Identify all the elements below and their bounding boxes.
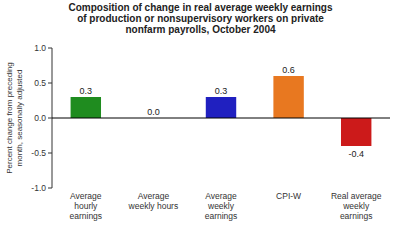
- y-tick: [48, 188, 52, 189]
- data-label: 0.6: [282, 65, 295, 75]
- x-tick-label: Averagehourlyearnings: [69, 191, 102, 221]
- data-label: -0.4: [348, 149, 364, 159]
- chart: Composition of change in real average we…: [0, 0, 401, 238]
- bar: [71, 97, 101, 118]
- data-label: 0.3: [80, 86, 93, 96]
- y-tick: [48, 83, 52, 84]
- y-tick: [48, 48, 52, 49]
- y-tick: [48, 153, 52, 154]
- bar: [206, 97, 236, 118]
- zero-line: [52, 118, 390, 119]
- y-tick-label: -1.0: [31, 183, 46, 193]
- x-tick-label: Averageweeklyearnings: [205, 191, 238, 221]
- y-tick-label: -0.5: [31, 148, 46, 158]
- title: Composition of change in real average we…: [69, 2, 333, 35]
- x-tick-label: CPI-W: [276, 191, 301, 201]
- y-tick-label: 0.5: [34, 78, 46, 88]
- x-tick-label: Averageweekly hours: [128, 191, 179, 211]
- bar: [341, 118, 371, 146]
- y-tick-label: 1.0: [34, 43, 46, 53]
- x-tick-label: Real averageweeklyearnings: [331, 191, 382, 221]
- bars: [71, 76, 372, 146]
- bar: [273, 76, 303, 118]
- y-axis-label: Percent change from precedingmonth, seas…: [5, 62, 24, 174]
- y-tick: [48, 118, 52, 119]
- y-tick-label: 0.0: [34, 113, 46, 123]
- data-label: 0.0: [147, 107, 160, 117]
- data-label: 0.3: [215, 86, 228, 96]
